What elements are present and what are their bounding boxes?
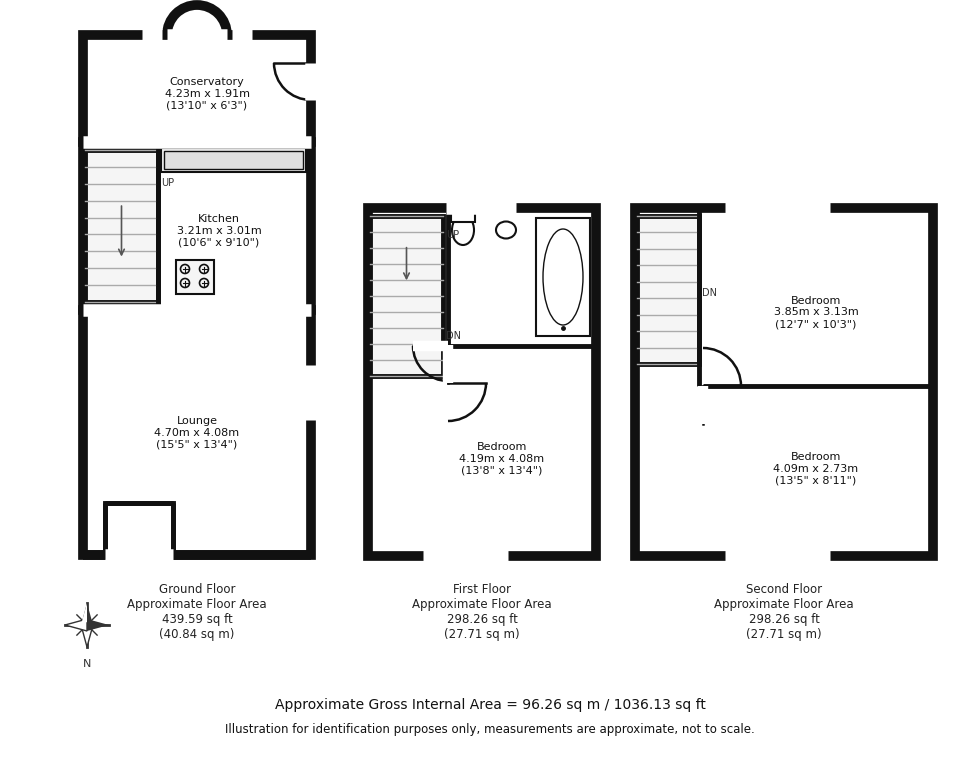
Text: DN: DN [702,288,717,298]
Text: DN: DN [446,331,461,341]
Text: Second Floor
Approximate Floor Area
298.26 sq ft
(27.71 sq m): Second Floor Approximate Floor Area 298.… [714,583,854,641]
Bar [370,216,443,376]
Bar [83,35,311,142]
Text: Conservatory
4.23m x 1.91m
(13'10" x 6'3"): Conservatory 4.23m x 1.91m (13'10" x 6'3… [165,77,250,110]
Polygon shape [87,619,109,631]
Text: Bedroom
3.85m x 3.13m
(12'7" x 10'3"): Bedroom 3.85m x 3.13m (12'7" x 10'3") [773,296,858,329]
Text: Lounge
4.70m x 4.08m
(15'5" x 13'4"): Lounge 4.70m x 4.08m (15'5" x 13'4") [155,416,239,449]
Text: Bedroom
4.09m x 2.73m
(13'5" x 8'11"): Bedroom 4.09m x 2.73m (13'5" x 8'11") [773,452,858,485]
Bar [637,216,699,364]
Polygon shape [65,619,87,631]
Bar [85,150,158,302]
Bar [161,148,306,172]
Bar [83,142,311,310]
Text: Ground Floor
Approximate Floor Area
439.59 sq ft
(40.84 sq m): Ground Floor Approximate Floor Area 439.… [127,583,267,641]
Text: UP: UP [161,179,174,188]
Polygon shape [81,603,87,625]
Polygon shape [81,603,93,625]
Polygon shape [81,625,93,647]
Text: First Floor
Approximate Floor Area
298.26 sq ft
(27.71 sq m): First Floor Approximate Floor Area 298.2… [413,583,552,641]
Bar [83,310,311,555]
Bar [536,218,590,336]
Bar [105,503,173,555]
Text: Illustration for identification purposes only, measurements are approximate, not: Illustration for identification purposes… [225,723,755,736]
Text: Bedroom
4.19m x 4.08m
(13'8" x 13'4"): Bedroom 4.19m x 4.08m (13'8" x 13'4") [460,442,545,475]
Wedge shape [167,5,227,35]
Text: UP: UP [446,230,459,240]
Text: N: N [83,659,91,669]
Bar [635,208,933,556]
Bar [164,151,303,169]
Bar [451,210,475,222]
Text: Approximate Gross Internal Area = 96.26 sq m / 1036.13 sq ft: Approximate Gross Internal Area = 96.26 … [274,698,706,712]
Bar [368,208,596,556]
Bar [176,260,214,294]
Text: Kitchen
3.21m x 3.01m
(10'6" x 9'10"): Kitchen 3.21m x 3.01m (10'6" x 9'10") [176,214,262,248]
